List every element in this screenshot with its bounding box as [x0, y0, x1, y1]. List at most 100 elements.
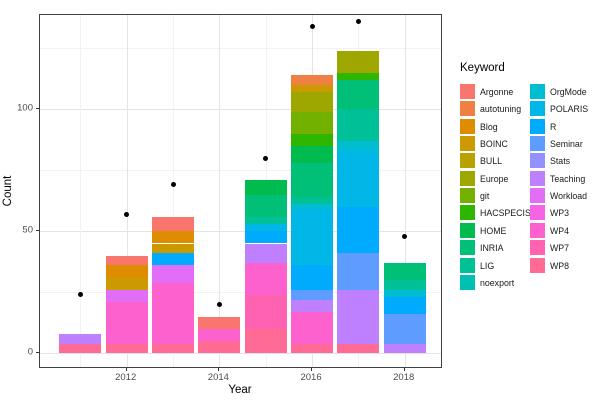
- bar-segment-Argonne: [105, 255, 148, 266]
- data-point: [216, 302, 222, 307]
- legend-key-swatch: [460, 188, 475, 204]
- legend-label: BULL: [480, 156, 503, 167]
- legend-item-Stats: Stats: [530, 153, 600, 169]
- x-tick-label: 2016: [300, 372, 322, 383]
- legend-key-swatch: [460, 205, 475, 221]
- bar-segment-LIG: [244, 216, 287, 224]
- major-gridline-vertical: [219, 15, 221, 367]
- bar-segment-BOINC: [105, 277, 148, 290]
- major-gridline-horizontal: [40, 353, 441, 355]
- bar-segment-WP8: [337, 343, 380, 354]
- bar-segment-Teaching: [383, 343, 426, 354]
- legend-item-WP7: WP7: [530, 240, 600, 256]
- bar-segment-LIG: [383, 280, 426, 290]
- legend-key-swatch: [460, 118, 475, 134]
- legend-item-HACSPECIS: HACSPECIS: [460, 205, 531, 221]
- legend-label: noexport: [480, 277, 515, 288]
- y-axis-title: Count: [2, 175, 14, 207]
- major-gridline-horizontal: [40, 231, 441, 233]
- legend-item-Teaching: Teaching: [530, 170, 600, 186]
- y-tick-label: 50: [22, 224, 33, 236]
- legend-item-R: R: [530, 118, 600, 134]
- bar-segment-Europe: [337, 50, 380, 73]
- x-tick-mark: [218, 368, 220, 371]
- legend-item-git: git: [460, 188, 530, 204]
- bar-segment-Teaching: [59, 333, 102, 344]
- bar-segment-WP8: [105, 343, 148, 354]
- legend-label: POLARIS: [550, 104, 589, 115]
- legend-item-Workload: Workload: [530, 188, 600, 204]
- legend-item-WP8: WP8: [530, 257, 600, 273]
- x-tick-label: 2012: [115, 372, 137, 383]
- bar-segment-WP4: [291, 311, 334, 344]
- plot-panel: [39, 14, 442, 368]
- minor-gridline-horizontal: [40, 170, 441, 172]
- legend-key-swatch: [530, 205, 545, 221]
- legend: Keyword Argonne autotuning Blog BOINC BULL Eu…: [458, 62, 598, 290]
- legend-label: Seminar: [550, 139, 583, 150]
- bar-segment-WP8: [59, 343, 102, 354]
- legend-item-Blog: Blog: [460, 118, 530, 134]
- bar-segment-INRIA: [383, 263, 426, 281]
- bar-segment-POLARIS: [337, 150, 380, 207]
- bar-segment-WP7: [244, 294, 287, 329]
- x-tick-mark: [125, 368, 127, 371]
- bar-segment-WP4: [198, 328, 241, 342]
- bar-segment-LIG: [291, 197, 334, 205]
- bar-segment-INRIA: [291, 162, 334, 198]
- bar-segment-WP8: [291, 343, 334, 354]
- bar-segment-WP8: [152, 343, 195, 354]
- data-point: [124, 211, 130, 217]
- bar-segment-OrgMode: [291, 204, 334, 210]
- bar-segment-HOME: [244, 180, 287, 195]
- bar-segment-R: [291, 265, 334, 290]
- x-tick-mark: [403, 368, 405, 371]
- bar-segment-Teaching: [291, 299, 334, 312]
- bar-segment-BOINC: [152, 243, 195, 254]
- bar-segment-Workload: [105, 289, 148, 303]
- legend-label: HOME: [480, 225, 507, 236]
- legend-item-Europe: Europe: [460, 170, 530, 186]
- legend-item-BOINC: BOINC: [460, 136, 530, 152]
- legend-key-swatch: [530, 257, 545, 273]
- minor-gridline-horizontal: [40, 48, 441, 50]
- legend-item-WP3: WP3: [530, 205, 600, 221]
- legend-key-swatch: [530, 170, 545, 186]
- y-tick-mark: [36, 108, 39, 110]
- minor-gridline-vertical: [173, 15, 175, 367]
- major-gridline-vertical: [404, 15, 406, 367]
- legend-key-swatch: [460, 274, 475, 290]
- bar-segment-WP8: [244, 328, 287, 354]
- bar-segment-R: [152, 253, 195, 266]
- legend-item-autotuning: autotuning: [460, 101, 530, 117]
- legend-label: Argonne: [480, 87, 514, 97]
- bar-segment-WP4: [244, 263, 287, 295]
- legend-title: Keyword: [460, 62, 505, 74]
- legend-key-swatch: [460, 257, 475, 273]
- data-point: [263, 155, 269, 161]
- legend-label: OrgMode: [550, 87, 587, 97]
- legend-item-LIG: LIG: [460, 257, 530, 273]
- legend-key-swatch: [530, 188, 545, 204]
- minor-gridline-vertical: [80, 15, 82, 367]
- legend-item-HOME: HOME: [460, 222, 530, 238]
- bar-segment-Workload: [152, 265, 195, 283]
- bar-segment-BOINC: [291, 84, 334, 93]
- legend-label: WP4: [550, 225, 570, 236]
- legend-label: Europe: [480, 173, 509, 184]
- legend-label: Blog: [480, 121, 498, 132]
- data-point: [170, 182, 176, 188]
- legend-item-Argonne: Argonne: [460, 84, 530, 99]
- legend-label: Stats: [550, 156, 571, 167]
- legend-label: WP8: [550, 260, 570, 271]
- legend-label: Teaching: [550, 173, 586, 184]
- bar-segment-HACSPECIS: [337, 72, 380, 80]
- legend-label: BOINC: [480, 139, 508, 150]
- bar-segment-Seminar: [383, 314, 426, 344]
- bar-segment-WP8: [198, 341, 241, 354]
- legend-key-swatch: [460, 153, 475, 169]
- legend-key-swatch: [530, 240, 545, 256]
- major-gridline-horizontal: [40, 109, 441, 111]
- legend-item-BULL: BULL: [460, 153, 530, 169]
- data-point: [355, 18, 361, 24]
